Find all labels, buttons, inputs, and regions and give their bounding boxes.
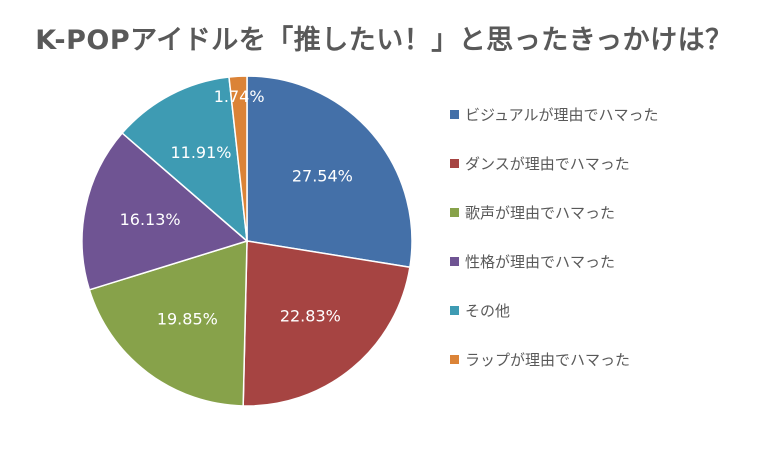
legend-item-5: ラップが理由でハマった [450,345,750,373]
legend-item-2: 歌声が理由でハマった [450,198,750,226]
pie-slice-3 [81,131,249,291]
legend-swatch-1 [450,158,459,168]
legend-swatch-3 [450,256,459,266]
pie-slice-label-2: 19.85% [157,310,218,329]
legend-label-4: その他 [465,301,511,320]
legend-swatch-0 [450,109,459,119]
pie-slice-label-1: 22.83% [280,307,341,326]
legend-item-1: ダンスが理由でハマった [450,149,750,177]
legend-item-0: ビジュアルが理由でハマった [450,100,750,128]
legend-swatch-4 [450,305,459,315]
pie-slice-label-0: 27.54% [292,166,353,185]
pie-slice-label-3: 16.13% [120,210,181,229]
legend: ビジュアルが理由でハマった ダンスが理由でハマった 歌声が理由でハマった 性格が理由で… [450,100,750,394]
legend-item-3: 性格が理由でハマった [450,247,750,275]
legend-label-1: ダンスが理由でハマった [465,154,630,173]
pie-slice-label-5: 1.74% [214,87,265,106]
legend-label-2: 歌声が理由でハマった [465,203,616,222]
pie-slice-1 [242,240,411,407]
pie-slice-5 [228,75,248,242]
pie-slice-4 [121,76,248,243]
legend-label-5: ラップが理由でハマった [465,350,631,369]
chart-title: K-POPアイドルを「推したい！」と思ったきっかけは？ [35,25,733,56]
pie-slice-label-4: 11.91% [170,143,231,162]
pie-slice-0 [246,75,413,269]
legend-swatch-2 [450,207,459,217]
legend-label-3: 性格が理由でハマった [465,252,616,271]
legend-item-4: その他 [450,296,750,324]
legend-label-0: ビジュアルが理由でハマった [465,105,659,124]
legend-swatch-5 [450,354,459,364]
pie-slice-2 [88,239,248,407]
